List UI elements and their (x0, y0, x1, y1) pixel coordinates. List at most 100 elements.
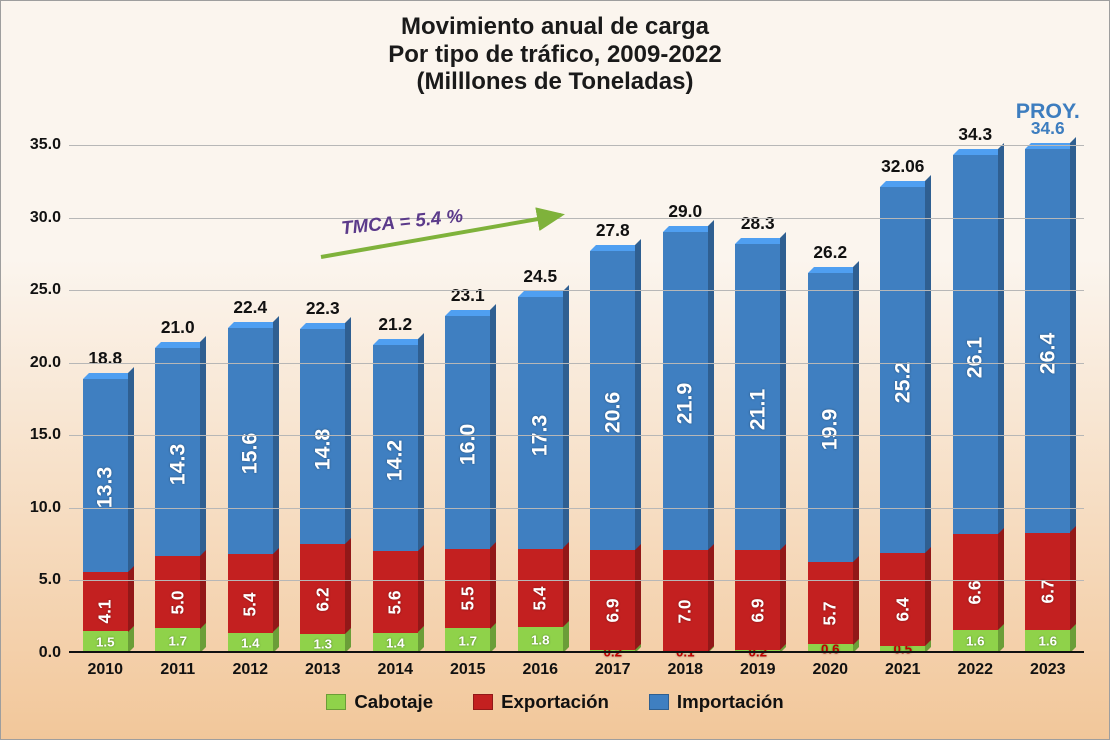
segment-value-label: 14.3 (165, 444, 190, 486)
bar-segment-importacion: 21.9 (663, 232, 708, 550)
segment-value-label: 5.6 (385, 591, 406, 615)
legend-label: Exportación (501, 691, 609, 713)
x-tick-label: 2015 (432, 661, 505, 679)
y-tick-label: 20.0 (19, 354, 61, 372)
segment-value-label: 1.4 (241, 635, 260, 650)
bar-segment-importacion: 14.2 (373, 345, 418, 551)
x-tick-label: 2011 (142, 661, 215, 679)
segment-value-label: 5.7 (820, 601, 841, 625)
bar-segment-importacion: 25.2 (880, 187, 925, 553)
legend-swatch (326, 694, 346, 710)
x-axis: 2010201120122013201420152016201720182019… (69, 661, 1084, 679)
x-tick-label: 2020 (794, 661, 867, 679)
segment-value-label: 5.5 (457, 587, 478, 611)
bar-segment-importacion: 14.3 (155, 348, 200, 556)
bar-total-label: 28.3 (741, 213, 775, 234)
bar-stack: 0.56.425.232.06 (880, 187, 925, 653)
segment-value-label: 21.1 (745, 389, 770, 431)
chart-title-line: Por tipo de tráfico, 2009-2022 (1, 41, 1109, 69)
segment-value-label: 19.9 (818, 409, 843, 451)
segment-value-label: 1.7 (458, 633, 477, 648)
segment-value-label: 1.7 (168, 633, 187, 648)
bar-slot: 1.36.214.822.3 (287, 329, 360, 653)
cargo-movement-chart: Movimiento anual de carga Por tipo de tr… (0, 0, 1110, 740)
bar-slot: 1.85.417.324.5 (504, 297, 577, 653)
segment-value-label: 1.3 (313, 636, 332, 651)
bar-segment-exportacion: 6.9 (735, 550, 780, 650)
gridline (69, 290, 1084, 291)
bar-total-label: 22.3 (306, 298, 340, 319)
bar-segment-importacion: 16.0 (445, 316, 490, 548)
segment-value-label: 1.6 (1038, 634, 1057, 649)
bar-stack: 0.65.719.926.2 (808, 273, 853, 653)
segment-value-label: 4.1 (95, 600, 116, 624)
segment-value-label: 25.2 (890, 362, 915, 404)
bar-segment-cabotaje: 1.7 (445, 628, 490, 653)
segment-value-label: 1.5 (96, 635, 115, 650)
x-tick-label: 2013 (287, 661, 360, 679)
legend-label: Cabotaje (354, 691, 433, 713)
gridline (69, 508, 1084, 509)
chart-title-line: (Milllones de Toneladas) (1, 68, 1109, 96)
bar-segment-importacion: 26.4 (1025, 149, 1070, 532)
bar-stack: 1.66.726.434.6 (1025, 149, 1070, 653)
y-tick-label: 0.0 (19, 644, 61, 662)
bar-stack: 1.75.516.023.1 (445, 316, 490, 653)
gridline (69, 435, 1084, 436)
bar-stack: 1.45.415.622.4 (228, 328, 273, 653)
bar-segment-importacion: 13.3 (83, 379, 128, 572)
bar-total-label: 18.8 (88, 348, 122, 369)
segment-value-label: 15.6 (238, 433, 263, 475)
bar-segment-exportacion: 5.4 (518, 549, 563, 627)
x-baseline (69, 651, 1084, 653)
y-tick-label: 25.0 (19, 281, 61, 299)
segment-value-label: 7.0 (675, 599, 696, 623)
segment-value-label: 5.0 (167, 591, 188, 615)
legend: CabotajeExportaciónImportación (1, 691, 1109, 713)
gridline (69, 218, 1084, 219)
bar-total-label: 34.3 (958, 124, 992, 145)
bar-total-label: 26.2 (813, 242, 847, 263)
bar-slot: 0.65.719.926.2 (794, 273, 867, 653)
bar-segment-exportacion: 5.7 (808, 562, 853, 645)
bar-total-label: 29.0 (668, 201, 702, 222)
bar-slot: 0.17.021.929.0 (649, 232, 722, 653)
bar-segment-exportacion: 5.5 (445, 549, 490, 629)
bar-segment-exportacion: 6.9 (590, 550, 635, 650)
bar-segment-exportacion: 5.0 (155, 556, 200, 629)
plot-area: 1.54.113.318.81.75.014.321.01.45.415.622… (69, 145, 1084, 653)
bar-segment-importacion: 14.8 (300, 329, 345, 544)
bar-segment-importacion: 19.9 (808, 273, 853, 562)
segment-value-label: 6.9 (602, 598, 623, 622)
x-tick-label: 2010 (69, 661, 142, 679)
segment-value-label: 21.9 (673, 383, 698, 425)
x-tick-label: 2022 (939, 661, 1012, 679)
y-tick-label: 5.0 (19, 571, 61, 589)
legend-swatch (473, 694, 493, 710)
bar-segment-cabotaje: 1.7 (155, 628, 200, 653)
bar-slot: 0.56.425.232.06 (867, 187, 940, 653)
segment-value-label: 6.4 (892, 598, 913, 622)
segment-value-label: 13.3 (93, 467, 118, 509)
segment-value-label: 1.6 (966, 634, 985, 649)
bar-stack: 1.85.417.324.5 (518, 297, 563, 653)
x-tick-label: 2016 (504, 661, 577, 679)
segment-value-label: 26.1 (963, 336, 988, 378)
bar-stack: 1.66.626.134.3 (953, 155, 998, 653)
bar-segment-cabotaje: 1.6 (953, 630, 998, 653)
bar-segment-exportacion: 7.0 (663, 550, 708, 652)
bar-segment-exportacion: 6.4 (880, 553, 925, 646)
bar-segment-cabotaje: 1.5 (83, 631, 128, 653)
gridline (69, 363, 1084, 364)
bar-total-label: 27.8 (596, 220, 630, 241)
x-tick-label: 2014 (359, 661, 432, 679)
x-tick-label: 2019 (722, 661, 795, 679)
bar-segment-cabotaje: 1.4 (228, 633, 273, 653)
x-tick-label: 2021 (867, 661, 940, 679)
x-tick-label: 2017 (577, 661, 650, 679)
segment-value-label: 5.4 (530, 586, 551, 610)
y-tick-label: 10.0 (19, 499, 61, 517)
bar-segment-cabotaje: 1.6 (1025, 630, 1070, 653)
bar-stack: 1.75.014.321.0 (155, 348, 200, 653)
y-tick-label: 35.0 (19, 136, 61, 154)
